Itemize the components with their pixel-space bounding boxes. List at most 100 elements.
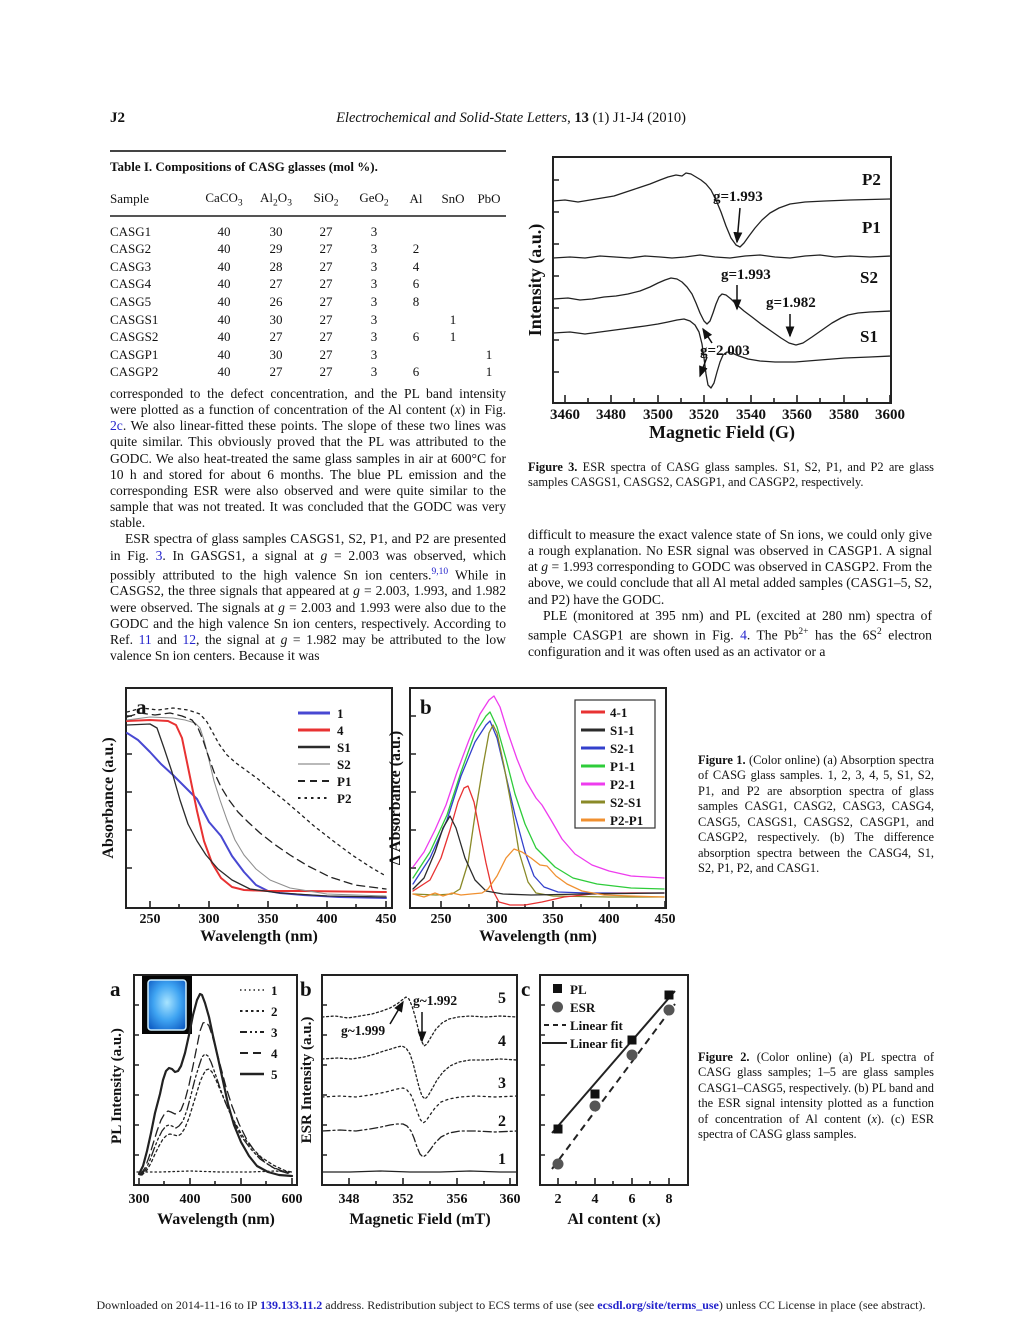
col-sample: Sample	[110, 189, 198, 216]
table-cell: 28	[269, 258, 283, 274]
esr-point	[589, 1100, 601, 1112]
reference-link[interactable]: 9,10	[431, 566, 449, 577]
fig2c-xtick-8: 8	[666, 1192, 673, 1207]
fig2b-xtick-360: 360	[500, 1192, 521, 1207]
text-segment: corresponded to the defect concentration…	[110, 386, 506, 418]
fig2a-curve-4	[139, 1021, 291, 1176]
text-segment: . In GASGS1, a signal at	[162, 547, 321, 563]
text-segment: SiO	[313, 190, 334, 205]
fig3-y-ticks	[553, 179, 559, 373]
text-segment: SnO	[441, 191, 465, 207]
text-segment: Sample	[110, 191, 149, 207]
reference-link[interactable]: 139.133.11.2	[259, 1298, 323, 1312]
text-segment: 2	[273, 198, 278, 209]
fig3-xtick-3600: 3600	[875, 407, 905, 423]
fig1a-xtick-250: 250	[140, 912, 161, 927]
fig2a-curve-1	[136, 1170, 293, 1173]
fig3-arrow-g1993-top	[733, 207, 743, 244]
table-cell	[434, 240, 472, 258]
table-cell	[472, 258, 506, 276]
fig2c-xtick-6: 6	[629, 1192, 636, 1207]
table-row: CASG3 40 28 27 3 4	[110, 258, 506, 276]
table-row: CASGP1 40 30 27 3 1	[110, 346, 506, 364]
text-segment: ) unless CC License in place (see abstra…	[718, 1298, 926, 1312]
text-segment: ESR spectra of CASG glass samples. S1, S…	[528, 460, 935, 490]
fig2b-label-3: 3	[498, 1075, 506, 1092]
fig3-xlabel: Magnetic Field (G)	[649, 422, 795, 443]
text-segment: 3	[287, 198, 292, 209]
fig3-label-p1: P1	[862, 218, 881, 237]
text-segment: Figure 3.	[528, 460, 578, 474]
text-segment: Al	[409, 191, 423, 207]
fig2b-xtick-352: 352	[393, 1192, 414, 1207]
fig2c-xtick-4: 4	[592, 1192, 599, 1207]
text-segment: g	[353, 583, 360, 599]
fig2b-frame	[321, 974, 518, 1186]
fig2c-legend: PL ESR Linear fit Linear fit	[542, 982, 624, 1051]
text-segment: g	[278, 599, 285, 615]
fig1a-x-ticks	[149, 901, 387, 908]
table-cell	[434, 364, 472, 382]
fig3-arrow-g2003-down	[699, 356, 708, 378]
table-cell: 40	[217, 346, 231, 362]
pl-point	[590, 1089, 600, 1099]
fig1a-legend-label-s2: S2	[337, 757, 351, 772]
table-cell: 1	[485, 364, 493, 380]
fig2a-xlabel: Wavelength (nm)	[157, 1211, 275, 1228]
fig2b-trace-2	[321, 1123, 518, 1158]
text-segment: . We also linear-fitted these points. Th…	[110, 418, 506, 531]
fig1a-legend-label-p2: P2	[337, 791, 351, 806]
reference-link[interactable]: 2c	[110, 418, 123, 434]
reference-link[interactable]: 3	[155, 547, 163, 563]
fig1a-legend-label-s1: S1	[337, 740, 351, 755]
fig1b-legend: 4-1 S1-1 S2-1 P1-1 P2-1 S2-S1 P2-P1	[574, 699, 656, 829]
table-cell: 27	[319, 241, 333, 257]
table-cell: 6	[412, 364, 420, 380]
fig2b-ylabel: ESR Intensity (a.u.)	[299, 1017, 315, 1144]
table-cell	[434, 293, 472, 311]
glowing-glass-sample	[147, 979, 187, 1031]
fig2a-xtick-500: 500	[231, 1192, 252, 1207]
fig2b-ann-g1999: g~1.999	[341, 1023, 385, 1038]
fig2a-curve-5	[137, 992, 294, 1178]
fig1a-xlabel: Wavelength (nm)	[200, 928, 318, 945]
sample-name: CASG5	[110, 293, 152, 309]
fig1b-x-ticks	[440, 901, 666, 908]
table-cell: 27	[319, 223, 333, 239]
fig1b-legend-label-p11: P1-1	[610, 759, 635, 774]
text-segment: (Color online) (a) Absorption spectra of…	[698, 753, 934, 876]
table-cell: 8	[412, 293, 420, 309]
esr-point	[626, 1049, 638, 1061]
fig3-xtick-3560: 3560	[782, 407, 812, 423]
fig2c-xlabel: Al content (x)	[567, 1211, 660, 1228]
fig1b-legend-box	[574, 699, 656, 829]
table-cell: 40	[217, 223, 231, 239]
text-segment: Downloaded on 2014-11-16 to IP	[96, 1298, 260, 1312]
sample-name: CASGS1	[110, 311, 159, 327]
table-cell: 1	[449, 329, 457, 345]
reference-link[interactable]: 4	[740, 627, 747, 643]
sample-name: CASGP1	[110, 346, 159, 362]
fig2b-label-4: 4	[498, 1033, 506, 1050]
table-cell: 27	[319, 364, 333, 380]
fig1b-panel-label: b	[420, 695, 432, 719]
table-cell: 3	[370, 311, 378, 327]
table-cell: 27	[269, 276, 283, 292]
reference-link[interactable]: 11	[138, 631, 152, 647]
table-body: CASG1 40 30 27 3 CASG2 40 29 27 3 2 CASG3 40 28 27 3 4 CA…	[110, 216, 506, 382]
text-segment: 2+	[798, 626, 809, 637]
text-segment: O	[277, 190, 288, 205]
fig1b-legend-label-s11: S1-1	[610, 723, 635, 738]
fig2a-xtick-400: 400	[180, 1192, 201, 1207]
table-cell: 27	[319, 346, 333, 362]
table-cell: 6	[412, 276, 420, 292]
reference-link[interactable]: 12	[182, 631, 197, 647]
table-cell: 40	[217, 241, 231, 257]
text-segment: , the signal at	[196, 631, 281, 647]
table-cell: 29	[269, 241, 283, 257]
figure2-caption: Figure 2. (Color online) (a) PL spectra …	[698, 1050, 934, 1143]
fig2a-ylabel: PL Intensity (a.u.)	[109, 1028, 125, 1144]
reference-link[interactable]: ecsdl.org/site/terms_use	[597, 1298, 719, 1312]
table-cell: 27	[319, 276, 333, 292]
fig1b-curve-p2-1	[412, 695, 665, 879]
